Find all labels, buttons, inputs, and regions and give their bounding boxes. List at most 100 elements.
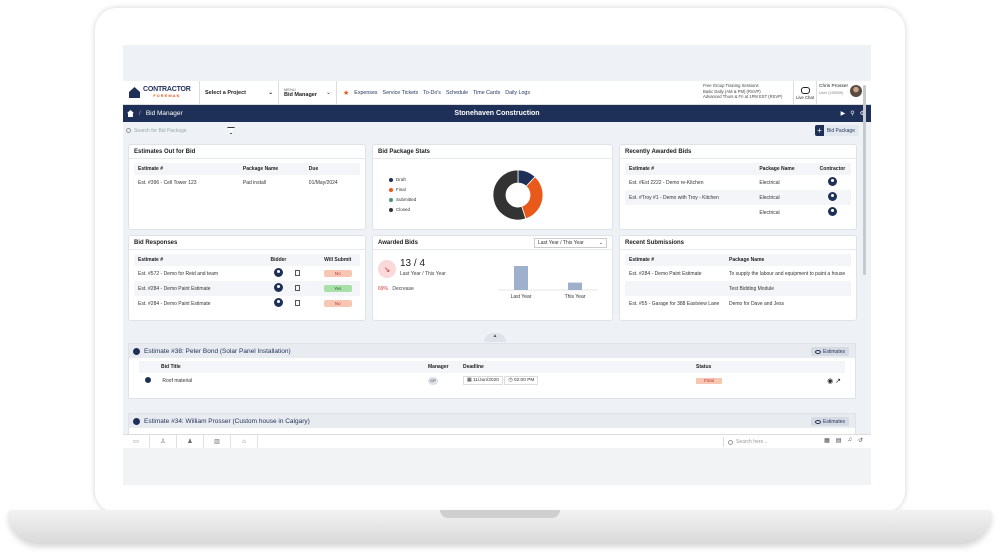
quick-link-daily-logs[interactable]: Daily Logs xyxy=(505,89,530,96)
collapse-icon[interactable] xyxy=(133,347,140,355)
bidder-avatar-icon[interactable] xyxy=(273,298,283,307)
live-chat-label: Live Chat xyxy=(796,94,814,100)
view-icon[interactable]: ◉ xyxy=(827,377,834,385)
will-submit-badge: No xyxy=(323,270,352,277)
people-icon[interactable]: ♟ xyxy=(177,434,204,449)
deadline-time-field[interactable]: ◷ 02:00 PM xyxy=(504,376,539,385)
add-bid-package-button[interactable]: + Bid Package xyxy=(814,125,859,136)
recent-awarded-table: Estimate # Package Name Contractor Est. … xyxy=(625,163,851,220)
document-icon[interactable] xyxy=(295,299,301,306)
document-icon[interactable] xyxy=(295,269,301,276)
deadline-date-field[interactable]: ▦ 11/Jun/2020 xyxy=(463,376,503,385)
column-header: Estimate # xyxy=(134,254,262,266)
training-line-2[interactable]: Basic Daily (AM & PM) (RSVP) xyxy=(703,88,761,94)
estimate-card-header[interactable]: Estimate #38: Peter Bond (Solar Panel In… xyxy=(129,344,855,358)
cell-estimate: Est. #Est 2222 - Demo re-Kitchen xyxy=(629,179,704,186)
table-row[interactable]: Est. #284 - Demo Paint Estimate No xyxy=(134,296,360,311)
open-external-icon[interactable]: ↗ xyxy=(835,377,841,385)
user-sub: User (195555) xyxy=(819,91,844,95)
cell-estimate: Est. #572 - Demo for Reid and team xyxy=(138,270,219,277)
collapse-icon[interactable] xyxy=(133,417,140,425)
document-icon[interactable] xyxy=(295,284,301,291)
legend-label: Draft xyxy=(396,177,406,182)
cell-estimate xyxy=(625,205,755,220)
bar-this-year xyxy=(568,282,582,290)
status-badge: Final xyxy=(696,377,722,384)
video-icon[interactable]: ▶ xyxy=(840,111,846,117)
person-icon[interactable]: ♙ xyxy=(150,434,177,449)
star-icon[interactable]: ★ xyxy=(343,89,350,97)
global-search[interactable]: Search here... xyxy=(723,437,807,447)
bid-package-search[interactable]: Search for Bid Package xyxy=(126,128,221,134)
table-row[interactable]: Electrical xyxy=(625,205,851,220)
building-icon[interactable]: ▥ xyxy=(204,434,231,449)
bid-stats-donut-chart xyxy=(492,169,544,221)
quick-link-expenses[interactable]: Expenses xyxy=(354,89,378,96)
home-icon[interactable] xyxy=(127,110,134,117)
table-row[interactable]: Est. #284 - Demo Paint Estimate Yes xyxy=(134,281,360,296)
home-icon[interactable]: ⌂ xyxy=(231,434,258,449)
table-row[interactable]: Est. #284 - Demo Paint Estimate To suppl… xyxy=(625,266,851,281)
avatar[interactable] xyxy=(850,85,862,97)
column-header: Manager xyxy=(424,361,459,373)
table-row[interactable]: Est. #Est 2222 - Demo re-Kitchen Electri… xyxy=(625,175,851,190)
search-icon xyxy=(126,128,131,133)
estimate-card: Estimate #38: Peter Bond (Solar Panel In… xyxy=(128,343,856,399)
cell-estimate xyxy=(625,281,725,296)
column-header: Due xyxy=(304,163,360,175)
filter-icon[interactable] xyxy=(227,127,235,134)
bidder-avatar-icon[interactable] xyxy=(273,268,283,277)
donut-slice-closed[interactable] xyxy=(492,169,527,221)
menu-select[interactable]: MENU Bid Manager ⌄ xyxy=(279,80,337,105)
estimate-card-header[interactable]: Estimate #34: William Prosser (Custom ho… xyxy=(129,414,855,428)
chat-icon xyxy=(800,86,810,94)
quick-link-service-tickets[interactable]: Service Tickets xyxy=(382,89,419,96)
location-pin-icon[interactable]: ⚲ xyxy=(850,111,855,117)
contractor-avatar-icon[interactable] xyxy=(827,207,837,216)
live-chat-button[interactable]: Live Chat xyxy=(793,81,817,105)
table-row[interactable]: Test Bidding Module xyxy=(625,281,851,296)
bidder-avatar-icon[interactable] xyxy=(273,283,283,292)
menu-select-value: Bid Manager xyxy=(284,92,318,98)
collapse-dashboard-button[interactable]: ▲ xyxy=(484,333,506,342)
history-icon[interactable]: ↺ xyxy=(857,438,863,444)
column-header: Bidder xyxy=(261,254,292,266)
logo[interactable]: CONTRACTOR FOREMAN xyxy=(123,81,199,105)
quick-link-schedule[interactable]: Schedule xyxy=(445,89,469,96)
calculator-icon[interactable]: ▦ xyxy=(824,438,830,444)
vertical-scrollbar[interactable] xyxy=(863,85,866,275)
gear-icon[interactable]: ⚙ xyxy=(860,110,865,117)
panel-title: Recent Submissions xyxy=(620,236,856,250)
chevron-down-icon: ⌄ xyxy=(325,90,331,96)
table-row[interactable]: Est. #Troy #1 - Demo with Troy - Kitchen… xyxy=(625,190,851,205)
bar-label: Last Year xyxy=(511,294,532,300)
search-input[interactable]: Search for Bid Package xyxy=(134,127,187,134)
expand-icon[interactable] xyxy=(145,377,151,384)
calendar-icon[interactable]: ▤ xyxy=(835,438,842,444)
table-row[interactable]: Roof material CP ▦ 11/Jun/2020 ◷ 02:00 P… xyxy=(139,373,845,388)
estimates-button[interactable]: Estimates xyxy=(811,417,849,426)
estimates-button[interactable]: Estimates xyxy=(811,347,849,356)
breadcrumb-module: Bid Manager xyxy=(145,110,183,117)
bell-icon[interactable]: ♫ xyxy=(847,437,852,443)
period-select[interactable]: Last Year / This Year ⌄ xyxy=(534,238,607,248)
chat-icon[interactable]: ▭ xyxy=(123,434,150,449)
table-row[interactable]: Est. #55 - Garage for 388 Eastview Lane … xyxy=(625,296,851,311)
cell-estimate: Est. #284 - Demo Paint Estimate xyxy=(138,300,211,307)
table-row[interactable]: Est. #396 - Cell Tower 123 Pad install 0… xyxy=(134,175,360,190)
estimate-card: Estimate #34: William Prosser (Custom ho… xyxy=(128,413,856,435)
column-header: Will Submit xyxy=(311,254,360,266)
contractor-avatar-icon[interactable] xyxy=(827,177,837,186)
global-search-input[interactable]: Search here... xyxy=(736,439,768,445)
legend-item: Submitted xyxy=(389,195,416,205)
contractor-avatar-icon[interactable] xyxy=(827,192,837,201)
user-menu[interactable]: Chris Prosser User (195555) xyxy=(819,84,848,96)
table-row[interactable]: Est. #572 - Demo for Reid and team No xyxy=(134,266,360,281)
bid-responses-table: Estimate # Bidder Will Submit Est. #572 … xyxy=(134,254,360,311)
quick-link-todos[interactable]: To-Do's xyxy=(423,89,441,96)
project-select[interactable]: Select a Project ⌄ xyxy=(199,80,279,105)
training-line-3[interactable]: Advanced Thurs & Fri at 1PM EST (RSVP) xyxy=(703,94,783,99)
quick-link-time-cards[interactable]: Time Cards xyxy=(473,89,501,96)
cell-estimate: Est. #Troy #1 - Demo with Troy - Kitchen xyxy=(625,190,756,205)
legend-dot xyxy=(389,207,393,212)
